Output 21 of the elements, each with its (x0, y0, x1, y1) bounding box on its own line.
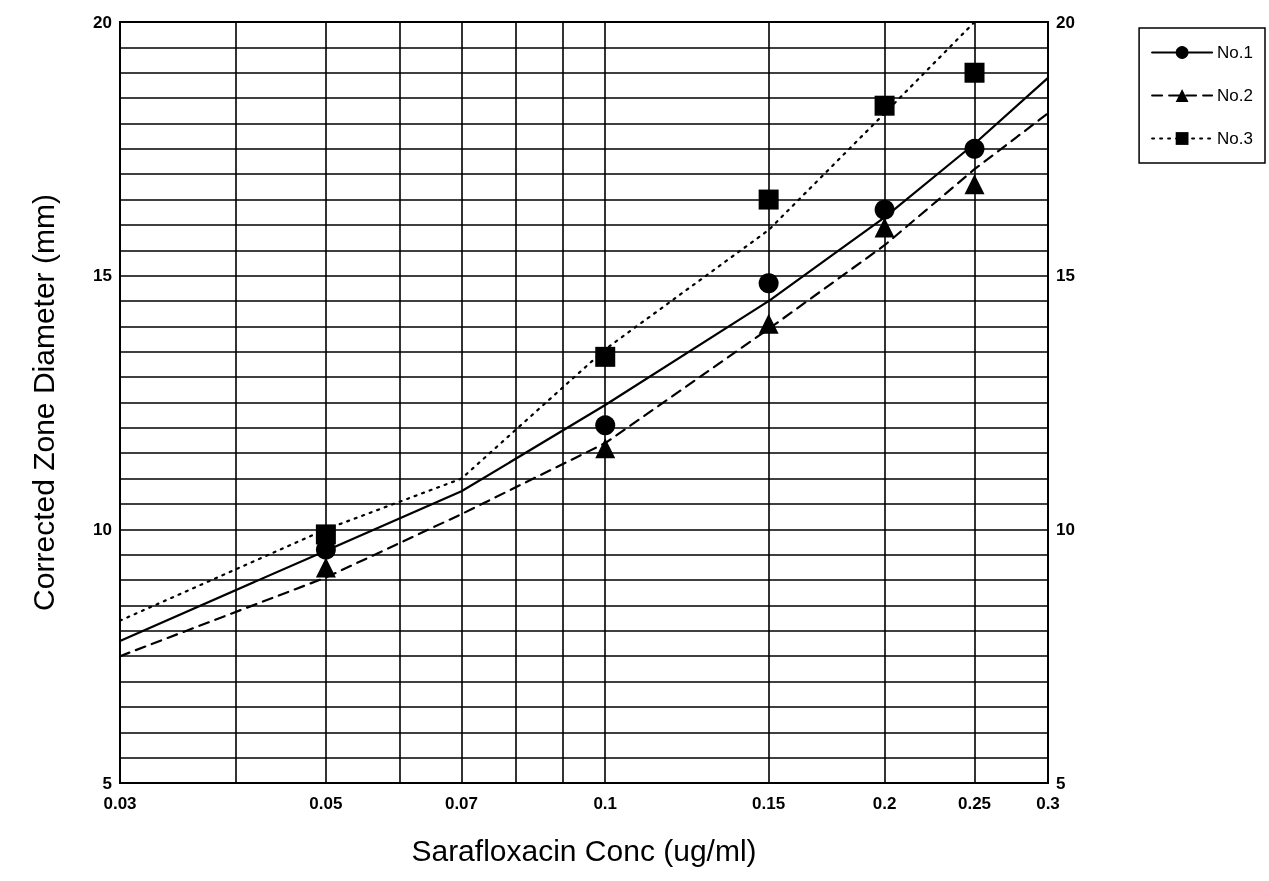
x-tick-label: 0.03 (103, 794, 137, 813)
x-tick-label: 0.15 (752, 794, 786, 813)
legend-label: No.3 (1217, 129, 1254, 148)
y-tick-label: 5 (102, 773, 112, 793)
y-tick-label: 15 (93, 266, 112, 286)
x-tick-label: 0.07 (444, 794, 479, 813)
y-tick-label: 20 (93, 12, 112, 32)
legend-label: No.2 (1217, 86, 1254, 105)
x-tick-label: 0.25 (957, 794, 992, 813)
y2-tick-label: 5 (1056, 773, 1066, 793)
x-axis-title: Sarafloxacin Conc (ug/ml) (411, 833, 757, 867)
x-tick-label: 0.2 (872, 794, 897, 813)
x-tick-label: 0.1 (593, 794, 618, 813)
y-axis-title: Corrected Zone Diameter (mm) (26, 194, 60, 611)
y2-tick-label: 15 (1056, 266, 1075, 286)
y-tick-label: 10 (93, 519, 112, 539)
y2-tick-label: 20 (1056, 12, 1075, 32)
y2-tick-label: 10 (1056, 519, 1075, 539)
legend-label: No.1 (1217, 43, 1254, 62)
x-tick-label: 0.05 (309, 794, 343, 813)
x-tick-label: 0.3 (1036, 794, 1060, 813)
